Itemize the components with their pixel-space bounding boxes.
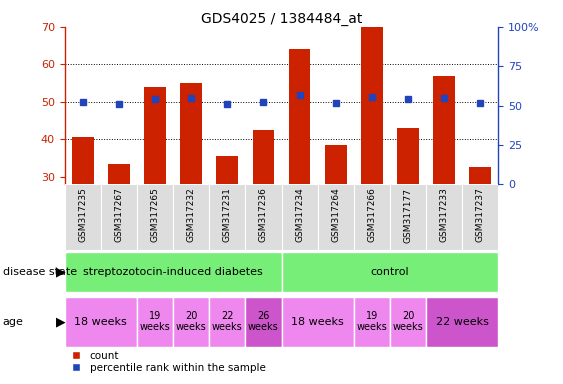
Text: age: age	[3, 316, 24, 327]
Text: GSM317234: GSM317234	[295, 188, 304, 242]
Bar	[101, 184, 137, 250]
Bar	[390, 184, 426, 250]
Text: disease state: disease state	[3, 266, 77, 277]
Text: GSM317236: GSM317236	[259, 188, 268, 242]
Bar	[65, 252, 282, 291]
Text: 20
weeks: 20 weeks	[176, 311, 207, 333]
Bar	[426, 184, 462, 250]
Text: 19
weeks: 19 weeks	[356, 311, 387, 333]
Bar	[361, 27, 383, 184]
Bar	[282, 184, 318, 250]
Text: 18 weeks: 18 weeks	[291, 316, 344, 327]
Text: 22
weeks: 22 weeks	[212, 311, 243, 333]
Text: GSM317265: GSM317265	[150, 188, 159, 242]
Bar	[72, 137, 93, 184]
Bar	[245, 184, 282, 250]
Text: GSM317235: GSM317235	[78, 188, 87, 242]
Bar	[318, 184, 354, 250]
Text: GSM317232: GSM317232	[187, 188, 196, 242]
Bar	[325, 145, 347, 184]
Bar	[137, 184, 173, 250]
Bar	[390, 296, 426, 347]
Bar	[173, 184, 209, 250]
Bar	[470, 167, 491, 184]
Text: GSM317264: GSM317264	[331, 188, 340, 242]
Bar	[209, 296, 245, 347]
Text: GSM317266: GSM317266	[367, 188, 376, 242]
Bar	[253, 130, 274, 184]
Bar	[65, 296, 137, 347]
Text: control: control	[370, 266, 409, 277]
Bar	[137, 296, 173, 347]
Bar	[65, 184, 101, 250]
Bar	[282, 252, 498, 291]
Bar	[144, 87, 166, 184]
Bar	[209, 184, 245, 250]
Text: 20
weeks: 20 weeks	[392, 311, 423, 333]
Bar	[180, 83, 202, 184]
Text: GSM317231: GSM317231	[223, 188, 232, 242]
Legend: count, percentile rank within the sample: count, percentile rank within the sample	[61, 346, 270, 377]
Text: 18 weeks: 18 weeks	[74, 316, 127, 327]
Text: 26
weeks: 26 weeks	[248, 311, 279, 333]
Bar	[434, 76, 455, 184]
Bar	[216, 156, 238, 184]
Bar	[354, 296, 390, 347]
Text: ▶: ▶	[56, 315, 66, 328]
Bar	[108, 164, 129, 184]
Text: 19
weeks: 19 weeks	[140, 311, 171, 333]
Text: GSM317267: GSM317267	[114, 188, 123, 242]
Bar	[245, 296, 282, 347]
Bar	[282, 296, 354, 347]
Bar	[426, 296, 498, 347]
Text: GSM317237: GSM317237	[476, 188, 485, 242]
Text: GSM317177: GSM317177	[404, 188, 413, 243]
Bar	[397, 128, 419, 184]
Bar	[354, 184, 390, 250]
Text: 22 weeks: 22 weeks	[436, 316, 489, 327]
Bar	[462, 184, 498, 250]
Text: ▶: ▶	[56, 265, 66, 278]
Bar	[289, 50, 310, 184]
Text: streptozotocin-induced diabetes: streptozotocin-induced diabetes	[83, 266, 263, 277]
Text: GDS4025 / 1384484_at: GDS4025 / 1384484_at	[201, 12, 362, 25]
Text: GSM317233: GSM317233	[440, 188, 449, 242]
Bar	[173, 296, 209, 347]
